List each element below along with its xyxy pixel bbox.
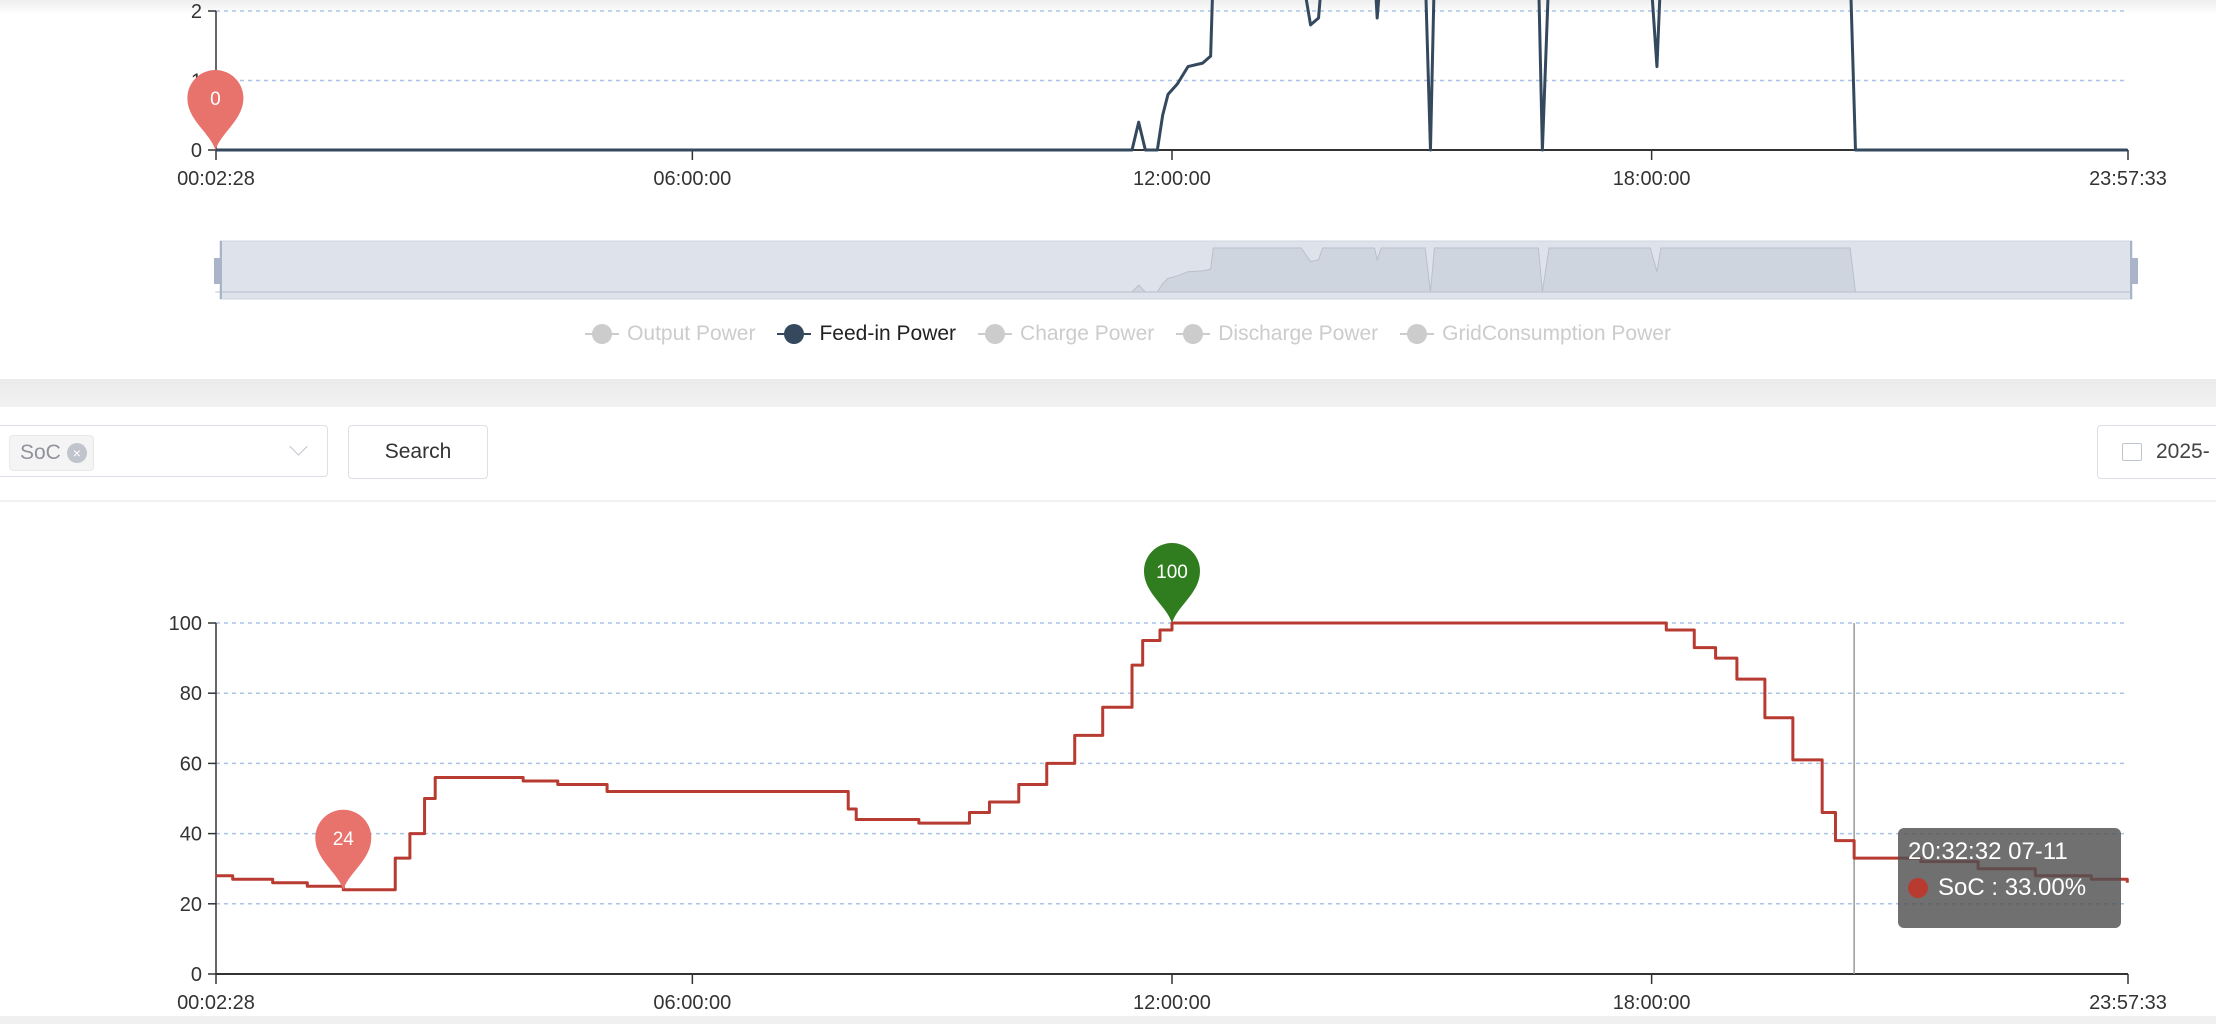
date-picker[interactable]: 2025-	[2097, 425, 2216, 479]
slider-handle-right-icon[interactable]	[2130, 258, 2138, 284]
y-tick-label: 0	[191, 140, 202, 162]
pin-label: 0	[210, 89, 221, 110]
metric-select[interactable]: SoC ×	[0, 425, 328, 477]
y-tick-label: 60	[180, 753, 202, 775]
x-tick-label: 00:02:28	[177, 168, 255, 190]
soc-toolbar: SoC × Search 2025-	[0, 425, 2216, 481]
x-tick-label: 23:57:33	[2089, 168, 2167, 190]
x-tick-label: 18:00:00	[1613, 168, 1691, 190]
x-tick-label: 12:00:00	[1133, 168, 1211, 190]
y-tick-label: 20	[180, 894, 202, 916]
tooltip-value: SoC : 33.00%	[1938, 874, 2087, 901]
bottom-divider	[0, 1016, 2216, 1024]
chart-tooltip: 20:32:32 07-11 SoC : 33.00%	[1898, 828, 2121, 928]
date-value: 2025-	[2156, 440, 2210, 463]
mark-point-pin: 100	[1143, 543, 1200, 623]
legend-gridconsumption-power[interactable]: GridConsumption Power	[1400, 322, 1671, 346]
legend-marker-icon	[978, 324, 1013, 344]
data-zoom-slider	[214, 240, 2138, 300]
legend-label: Discharge Power	[1218, 322, 1379, 345]
power-legend: Output Power Feed-in Power Charge Power …	[0, 322, 2216, 346]
x-tick-label: 00:02:28	[177, 992, 255, 1014]
calendar-icon	[2122, 443, 2142, 461]
legend-label: Charge Power	[1020, 322, 1155, 345]
series-dot-icon	[1908, 878, 1928, 898]
x-tick-label: 06:00:00	[653, 992, 731, 1014]
selected-tag: SoC ×	[9, 435, 94, 471]
feed-in-power-chart: 01200:02:2806:00:0012:00:0018:00:0023:57…	[177, 0, 2167, 300]
search-button[interactable]: Search	[348, 425, 488, 479]
tag-label: SoC	[20, 441, 61, 464]
x-tick-label: 23:57:33	[2089, 992, 2167, 1014]
x-tick-label: 12:00:00	[1133, 992, 1211, 1014]
legend-marker-icon	[1176, 324, 1211, 344]
section-divider	[0, 379, 2216, 407]
mark-point-pin: 24	[315, 809, 372, 890]
legend-marker-icon	[777, 324, 812, 344]
legend-label: Feed-in Power	[819, 322, 957, 345]
legend-label: GridConsumption Power	[1442, 322, 1671, 345]
y-tick-label: 40	[180, 824, 202, 846]
slider-handle-left-icon[interactable]	[214, 258, 222, 284]
close-icon[interactable]: ×	[66, 443, 87, 463]
pin-shape	[187, 70, 244, 150]
y-tick-label: 80	[180, 683, 202, 705]
pin-label: 100	[1156, 562, 1188, 583]
slider-overview	[215, 247, 2132, 293]
tooltip-time: 20:32:32 07-11	[1908, 838, 2068, 865]
legend-feed-in-power[interactable]: Feed-in Power	[777, 322, 956, 346]
legend-marker-icon	[585, 324, 620, 344]
legend-discharge-power[interactable]: Discharge Power	[1176, 322, 1378, 346]
mark-point-pin: 0	[187, 70, 244, 150]
pin-label: 24	[333, 829, 355, 850]
legend-label: Output Power	[627, 322, 756, 345]
series-line	[215, 621, 2129, 892]
legend-marker-icon	[1400, 324, 1435, 344]
x-tick-label: 18:00:00	[1613, 992, 1691, 1014]
y-tick-label: 2	[191, 1, 202, 23]
legend-charge-power[interactable]: Charge Power	[978, 322, 1154, 346]
pin-shape	[315, 809, 372, 890]
legend-output-power[interactable]: Output Power	[585, 322, 755, 346]
divider	[0, 500, 2216, 502]
pin-shape	[1143, 543, 1200, 623]
y-tick-label: 0	[191, 964, 202, 986]
y-tick-label: 100	[169, 613, 202, 635]
x-tick-label: 06:00:00	[653, 168, 731, 190]
series-line	[215, 0, 2128, 152]
